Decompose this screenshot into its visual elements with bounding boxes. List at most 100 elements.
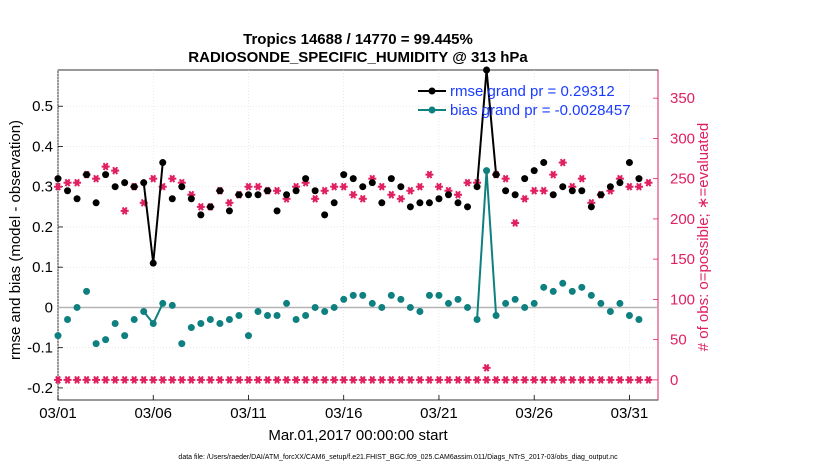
obs-evaluated-point (158, 375, 167, 384)
obs-possible-point (120, 206, 129, 215)
obs-evaluated-point (415, 375, 424, 384)
obs-evaluated-point (615, 375, 624, 384)
obs-possible-point (482, 363, 491, 372)
y-left-tick-label: -0.2 (27, 380, 53, 397)
rmse-point (464, 203, 472, 211)
obs-evaluated-point (196, 375, 205, 384)
x-tick-label: 03/16 (325, 405, 363, 422)
obs-evaluated-point (63, 375, 72, 384)
y-left-tick-label: -0.1 (27, 340, 53, 357)
bias-point (225, 316, 233, 324)
bias-point (625, 311, 633, 319)
plot-area (57, 69, 659, 401)
bias-point (473, 316, 481, 324)
rmse-point (502, 187, 510, 195)
bias-point (578, 283, 586, 291)
x-tick-label: 03/26 (515, 405, 553, 422)
y-left-tick-label: 0 (45, 299, 53, 316)
obs-possible-point (92, 174, 101, 183)
obs-evaluated-point (511, 375, 520, 384)
bias-point (292, 316, 300, 324)
rmse-point (378, 199, 386, 207)
y-right-tick-label: 100 (670, 291, 695, 308)
bias-point (111, 320, 119, 328)
bias-point (283, 299, 291, 307)
obs-evaluated-point (273, 375, 282, 384)
rmse-point (140, 179, 148, 187)
y-left-tick-label: 0.5 (32, 98, 53, 115)
obs-evaluated-point (463, 375, 472, 384)
obs-possible-point (511, 218, 520, 227)
bias-point (435, 291, 443, 299)
rmse-point (83, 171, 91, 179)
rmse-point (568, 187, 576, 195)
obs-possible-point (320, 186, 329, 195)
bias-point (492, 311, 500, 319)
rmse-point (178, 183, 186, 191)
obs-evaluated-point (101, 375, 110, 384)
obs-possible-point (425, 170, 434, 179)
bias-point (254, 307, 262, 315)
rmse-point (521, 175, 529, 183)
legend-bias-marker (428, 106, 436, 114)
rmse-point (330, 199, 338, 207)
obs-possible-point (168, 174, 177, 183)
obs-evaluated-point (454, 375, 462, 384)
rmse-layer (54, 66, 643, 267)
y-axis-right-label: # of obs: o=possible; ∗=evaluated (695, 123, 712, 352)
bias-point (159, 299, 167, 307)
bias-point (64, 316, 72, 324)
bias-point (130, 316, 138, 324)
obs-evaluated-point (215, 375, 224, 384)
bias-point (387, 291, 395, 299)
bias-point (521, 303, 529, 311)
rmse-point (244, 191, 252, 199)
rmse-point (511, 191, 519, 199)
obs-evaluated-point (330, 375, 339, 384)
rmse-point (625, 159, 633, 167)
x-axis-label: Mar.01,2017 00:00:00 start (268, 427, 448, 444)
rmse-point (254, 191, 262, 199)
obs-evaluated-point (130, 375, 139, 384)
obs-possible-point (349, 190, 358, 199)
obs-evaluated-point (263, 375, 272, 384)
data-file-footnote: data file: /Users/raeder/DAI/ATM_forcXX/… (178, 454, 618, 461)
bias-point (244, 332, 252, 340)
bias-point (425, 291, 433, 299)
obs-evaluated-point (358, 375, 367, 384)
obs-possible-point (244, 182, 253, 191)
y-left-tick-label: 0.2 (32, 219, 53, 236)
rmse-point (321, 211, 329, 219)
obs-evaluated-point (434, 375, 443, 384)
bias-point (530, 299, 538, 307)
bias-point (368, 299, 376, 307)
obs-evaluated-point (92, 375, 101, 384)
rmse-point (406, 203, 414, 211)
obs-possible-point (73, 178, 82, 187)
obs-evaluated-point (549, 375, 558, 384)
bias-point (378, 303, 386, 311)
x-tick-label: 03/01 (39, 405, 77, 422)
y-left-tick-label: 0.1 (32, 259, 53, 276)
rmse-line-segment (152, 162, 164, 264)
bias-point (178, 340, 186, 348)
rmse-point (540, 159, 548, 167)
bias-point (73, 303, 81, 311)
obs-evaluated-point (82, 375, 91, 384)
bias-point (349, 291, 357, 299)
obs-evaluated-point (568, 375, 577, 384)
obs-evaluated-point (492, 375, 501, 384)
obs-evaluated-point (320, 375, 329, 384)
rmse-point (492, 171, 500, 179)
axes-layer: 03/01 03/06 03/11 03/16 03/21 03/26 03/31 -0.2 -… (27, 70, 695, 422)
rmse-point (64, 187, 72, 195)
rmse-point (454, 199, 462, 207)
x-tick-label: 03/11 (230, 405, 266, 422)
y-right-tick-label: 50 (670, 332, 687, 349)
obs-evaluated-point (530, 375, 539, 384)
rmse-point (149, 259, 157, 267)
bias-point (568, 287, 576, 295)
bias-point (502, 299, 510, 307)
rmse-point (273, 207, 281, 215)
obs-possible-point (339, 182, 348, 191)
